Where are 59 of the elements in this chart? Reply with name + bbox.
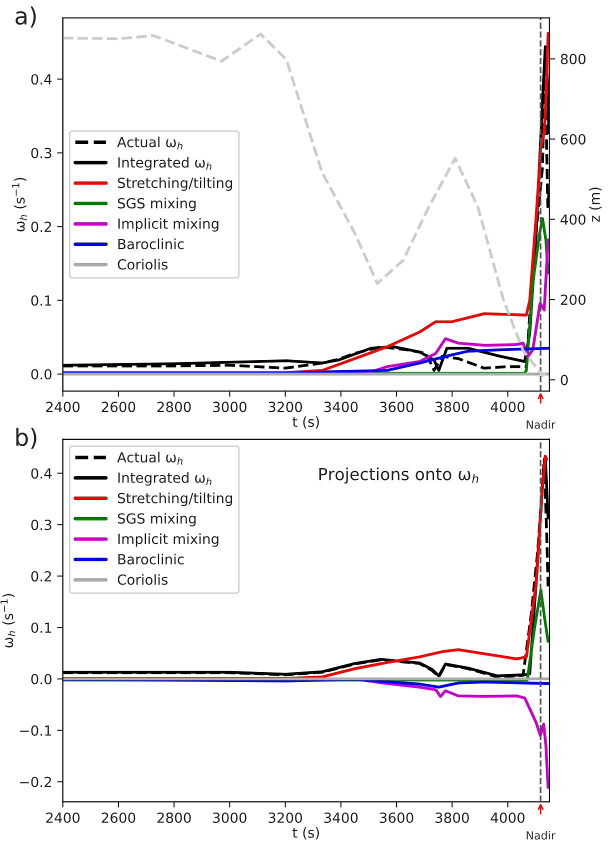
x-tick-label: 3800 xyxy=(436,812,469,823)
legend-label: Stretching/tilting xyxy=(118,177,232,191)
legend-label: SGS mixing xyxy=(118,198,196,212)
y2-tick-label: 400 xyxy=(560,214,586,225)
x-tick-label: 4000 xyxy=(490,812,525,823)
ref-line-label: Nadir xyxy=(526,830,556,840)
x-axis-title: t (s) xyxy=(292,416,319,429)
y-tick-label: 0.3 xyxy=(31,148,52,158)
x-tick-label: 3000 xyxy=(213,812,246,823)
x-tick-label: 3200 xyxy=(268,402,302,412)
y-tick-label: 0.2 xyxy=(31,222,52,232)
y2-tick-label: 200 xyxy=(560,294,586,306)
y-axis-title: ω$_{h}$ (s$^{−1}$) xyxy=(12,178,27,232)
legend-label: Integrated ω$_{h}$ xyxy=(118,156,212,170)
x-tick-label: 2600 xyxy=(102,812,136,823)
y-tick-label: 0.4 xyxy=(31,74,52,85)
legend-label: Coriolis xyxy=(118,258,168,270)
y2-tick-label: 600 xyxy=(560,134,586,145)
x-tick-label: 3800 xyxy=(436,402,469,412)
y-tick-label: 0.0 xyxy=(31,674,52,684)
y-tick-label: 0.1 xyxy=(31,622,52,633)
y2-tick-label: 800 xyxy=(560,54,586,64)
y-tick-label: −0.1 xyxy=(20,725,52,736)
x-tick-label: 2600 xyxy=(102,402,136,412)
y-axis-title: ω$_{h}$ (s$^{−1}$) xyxy=(0,594,16,648)
x-tick-label: 2800 xyxy=(157,812,191,823)
y2-axis-title: z (m) xyxy=(589,188,602,222)
x-tick-label: 3600 xyxy=(380,812,414,823)
x-tick-label: 4000 xyxy=(490,402,525,412)
legend-label: SGS mixing xyxy=(118,512,196,526)
legend-label: Implicit mixing xyxy=(118,533,218,547)
y-tick-label: 0.2 xyxy=(31,571,52,582)
y2-tick-label: 0 xyxy=(560,374,568,386)
ref-line-label: Nadir xyxy=(526,420,556,429)
y-tick-label: 0.4 xyxy=(31,468,52,479)
x-tick-label: 3000 xyxy=(213,402,246,412)
y-tick-label: 0.1 xyxy=(31,295,52,306)
legend-label: Baroclinic xyxy=(118,554,184,565)
x-axis-title: t (s) xyxy=(292,827,319,840)
x-tick-label: 3400 xyxy=(324,812,358,823)
legend-label: Stretching/tilting xyxy=(118,492,232,506)
y-tick-label: 0.0 xyxy=(31,369,52,380)
legend-label: Implicit mixing xyxy=(118,218,218,232)
legend-label: Integrated ω$_{h}$ xyxy=(118,472,212,486)
legend-label: Actual ω$_{h}$ xyxy=(117,136,182,150)
x-tick-label: 3600 xyxy=(380,402,414,412)
x-tick-label: 3400 xyxy=(324,402,358,412)
legend-label: Actual ω$_{h}$ xyxy=(117,452,182,465)
x-tick-label: 2400 xyxy=(46,402,80,412)
y-tick-label: −0.2 xyxy=(20,776,52,788)
x-tick-label: 2400 xyxy=(46,812,80,823)
x-tick-label: 2800 xyxy=(157,402,191,412)
chart-title: b) xyxy=(16,428,36,449)
y-tick-label: 0.3 xyxy=(31,520,52,530)
x-tick-label: 3200 xyxy=(268,812,302,823)
annotation: Projections onto ω$_{h}$ xyxy=(319,467,478,484)
legend-label: Baroclinic xyxy=(118,238,184,250)
legend-label: Coriolis xyxy=(118,574,168,585)
chart-title: a) xyxy=(16,6,36,28)
